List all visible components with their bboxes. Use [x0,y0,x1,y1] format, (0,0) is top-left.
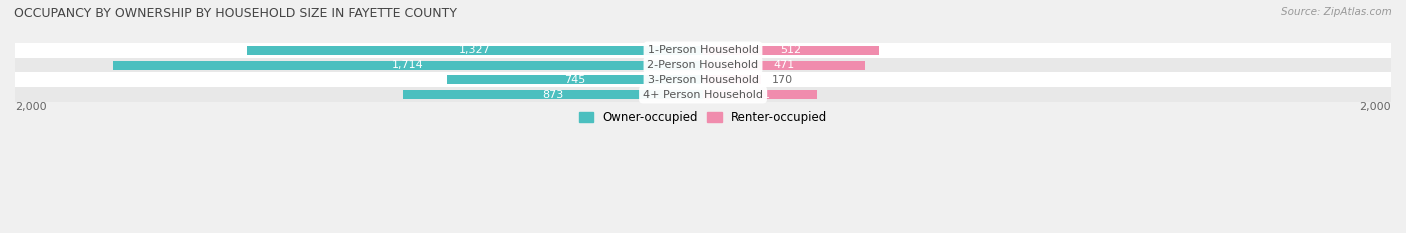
Bar [246,46,703,55]
Legend: Owner-occupied, Renter-occupied: Owner-occupied, Renter-occupied [574,106,832,128]
Bar [447,75,703,84]
Text: 2-Person Household: 2-Person Household [647,60,759,70]
Bar [402,90,703,99]
Text: 3-Person Household: 3-Person Household [648,75,758,85]
Text: 2,000: 2,000 [15,102,46,112]
Bar [703,61,865,70]
Bar [114,61,703,70]
Text: 1,714: 1,714 [392,60,425,70]
Bar [15,87,1391,102]
Text: 170: 170 [772,75,793,85]
Bar [15,58,1391,72]
Text: OCCUPANCY BY OWNERSHIP BY HOUSEHOLD SIZE IN FAYETTE COUNTY: OCCUPANCY BY OWNERSHIP BY HOUSEHOLD SIZE… [14,7,457,20]
Bar [703,46,879,55]
Text: 873: 873 [543,89,564,99]
Text: 512: 512 [780,45,801,55]
Bar [15,43,1391,58]
Text: 331: 331 [749,89,770,99]
Bar [15,72,1391,87]
Text: 1,327: 1,327 [458,45,491,55]
Bar [703,75,762,84]
Text: 2,000: 2,000 [1360,102,1391,112]
Text: 4+ Person Household: 4+ Person Household [643,89,763,99]
Text: 1-Person Household: 1-Person Household [648,45,758,55]
Text: 745: 745 [564,75,585,85]
Text: 471: 471 [773,60,794,70]
Bar [703,90,817,99]
Text: Source: ZipAtlas.com: Source: ZipAtlas.com [1281,7,1392,17]
